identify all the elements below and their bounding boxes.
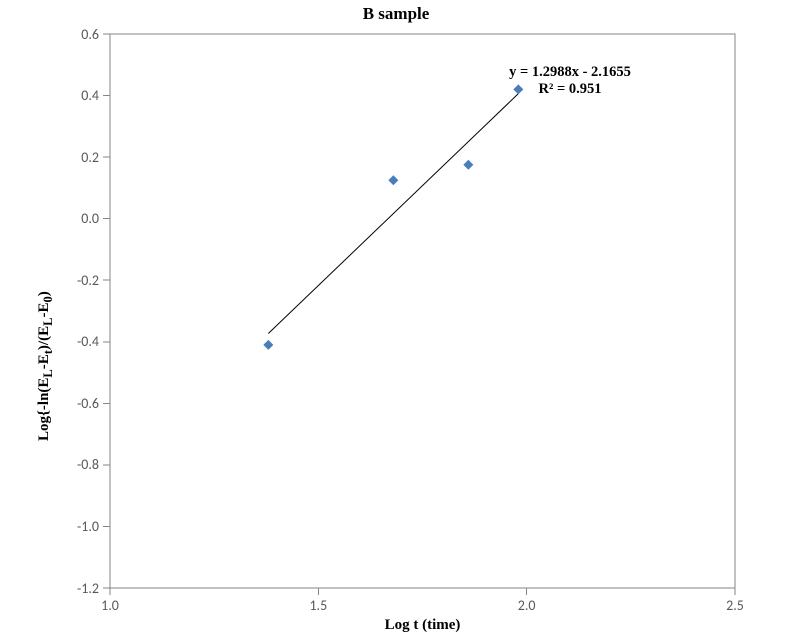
y-tick-label: 0.4 bbox=[81, 87, 99, 104]
scatter-chart: B sample Log{-ln(EL-Et)/(EL-E0) Log t (t… bbox=[0, 0, 792, 639]
x-axis-label: Log t (time) bbox=[110, 617, 735, 634]
x-tick-label: 2.5 bbox=[720, 597, 750, 614]
y-tick-label: -1.0 bbox=[77, 518, 99, 535]
data-point bbox=[463, 160, 473, 170]
r-squared-line: R² = 0.951 bbox=[470, 81, 670, 98]
y-tick-label: 0.0 bbox=[81, 210, 99, 227]
y-tick-label: -0.4 bbox=[77, 333, 99, 350]
y-tick-label: -1.2 bbox=[77, 580, 99, 597]
equation-line: y = 1.2988x - 2.1655 bbox=[470, 64, 670, 81]
x-tick-label: 1.0 bbox=[95, 597, 125, 614]
y-tick-label: -0.2 bbox=[77, 272, 99, 289]
data-point bbox=[263, 340, 273, 350]
chart-svg bbox=[0, 0, 792, 639]
y-tick-label: 0.6 bbox=[81, 26, 99, 43]
y-tick-label: -0.6 bbox=[77, 395, 99, 412]
y-tick-label: 0.2 bbox=[81, 149, 99, 166]
data-point bbox=[388, 175, 398, 185]
trendline-equation: y = 1.2988x - 2.1655 R² = 0.951 bbox=[470, 64, 670, 97]
y-tick-label: -0.8 bbox=[77, 456, 99, 473]
y-axis-label: Log{-ln(EL-Et)/(EL-E0) bbox=[36, 291, 56, 441]
x-tick-label: 2.0 bbox=[512, 597, 542, 614]
x-tick-label: 1.5 bbox=[303, 597, 333, 614]
